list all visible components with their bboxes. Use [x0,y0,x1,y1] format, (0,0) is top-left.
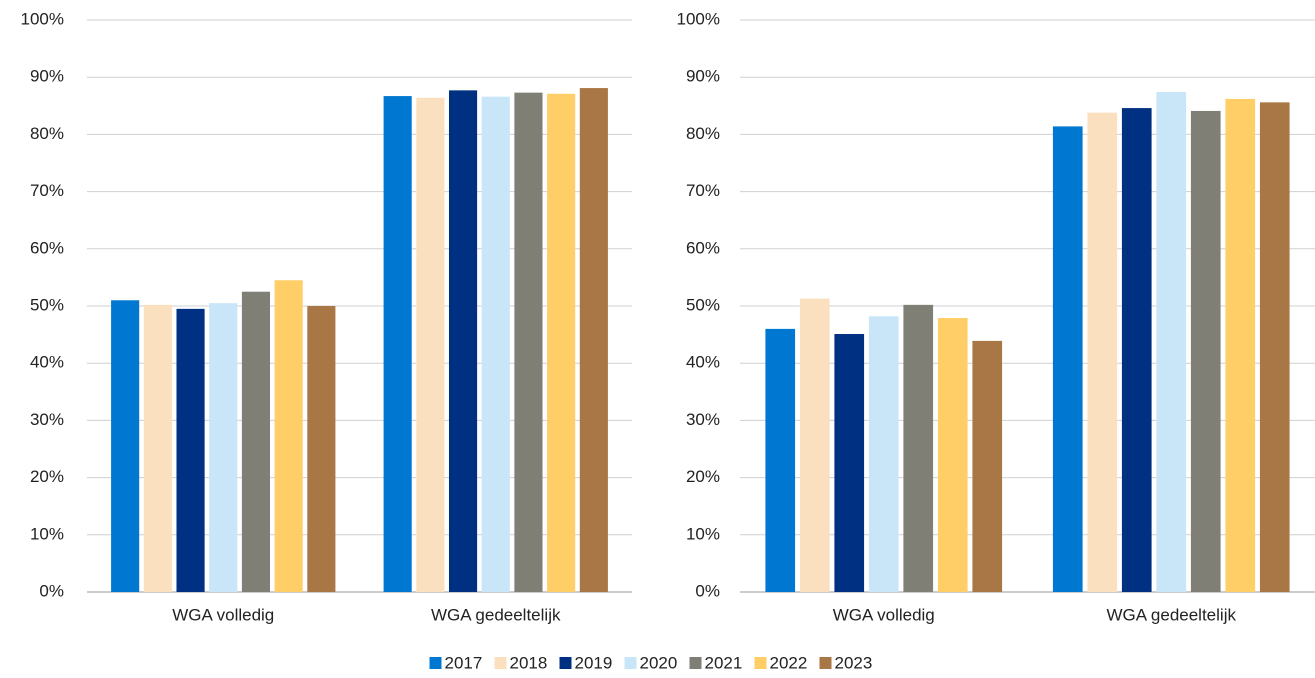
x-tick-label: WGA volledig [172,605,274,624]
bar [1052,126,1083,592]
legend-label: 2019 [575,653,613,672]
legend-swatch [559,657,572,669]
bar [1190,110,1221,592]
bar [209,303,238,592]
bar [1087,112,1118,592]
bar [1259,102,1290,593]
legend-swatch [754,657,767,669]
y-tick-label: 50% [686,295,720,314]
bar [972,340,1003,592]
legend-label: 2021 [705,653,743,672]
legend-label: 2020 [640,653,678,672]
y-tick-label: 100% [21,9,64,28]
y-tick-label: 50% [30,295,64,314]
y-tick-label: 40% [686,353,720,372]
y-tick-label: 90% [686,67,720,86]
y-tick-label: 70% [30,181,64,200]
y-tick-label: 0% [39,581,64,600]
bar [547,93,576,593]
bar [1156,92,1187,593]
y-tick-label: 0% [695,581,720,600]
bar [481,96,510,592]
x-tick-label: WGA gedeeltelijk [1107,605,1237,624]
x-tick-label: WGA volledig [833,605,935,624]
legend-label: 2017 [445,653,483,672]
y-tick-label: 10% [686,524,720,543]
legend-label: 2023 [835,653,873,672]
legend-label: 2022 [770,653,808,672]
bar [1225,98,1256,592]
bar [383,96,412,593]
bar [416,97,445,593]
y-tick-label: 30% [686,410,720,429]
bar [274,280,303,592]
legend-swatch [819,657,832,669]
bar [799,298,830,592]
y-tick-label: 40% [30,353,64,372]
bar [307,306,336,592]
bar [903,304,934,592]
y-tick-label: 30% [30,410,64,429]
y-tick-label: 100% [677,9,720,28]
x-tick-label: WGA gedeeltelijk [431,605,561,624]
y-tick-label: 20% [30,467,64,486]
bar [143,304,172,592]
bar [834,334,865,592]
bar [765,328,796,592]
bar [448,90,478,592]
y-tick-label: 60% [30,238,64,257]
y-tick-label: 20% [686,467,720,486]
bar [937,318,968,592]
legend-label: 2018 [510,653,548,672]
legend-swatch [689,657,702,669]
y-tick-label: 10% [30,524,64,543]
legend-swatch [624,657,637,669]
bar [241,291,271,592]
bar [868,316,899,592]
y-tick-label: 80% [30,124,64,143]
legend-swatch [429,657,442,669]
y-tick-label: 70% [686,181,720,200]
bar [514,92,543,593]
bar [111,300,140,592]
y-tick-label: 90% [30,67,64,86]
bar [176,308,205,592]
bar [579,88,608,593]
y-tick-label: 80% [686,124,720,143]
y-tick-label: 60% [686,238,720,257]
bar [1121,108,1152,592]
legend-swatch [494,657,507,669]
